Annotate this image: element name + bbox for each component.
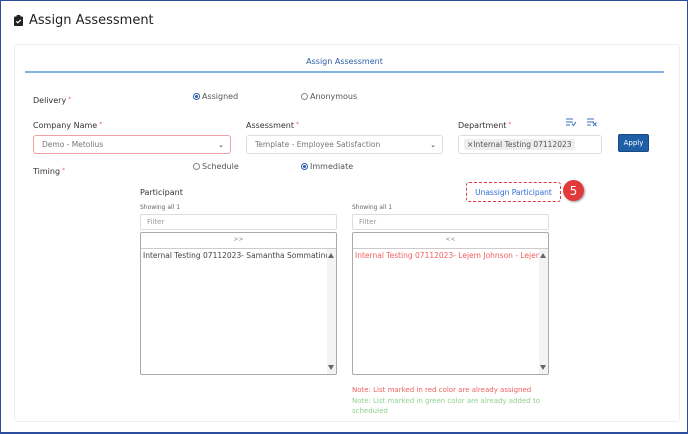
- scrollbar[interactable]: [327, 249, 336, 374]
- move-all-right-button[interactable]: >>: [141, 233, 336, 249]
- chevron-down-icon: ⌄: [430, 140, 436, 149]
- department-select[interactable]: ×Internal Testing 07112023: [458, 135, 602, 154]
- move-all-left-button[interactable]: <<: [353, 233, 548, 249]
- radio-schedule[interactable]: Schedule: [193, 162, 239, 171]
- list-item[interactable]: Internal Testing 07112023- Lejem Johnson…: [355, 251, 541, 260]
- company-label: Company Name *: [33, 121, 103, 130]
- note-red: Note: List marked in red color are alrea…: [352, 386, 532, 394]
- note-green: Note: List marked in green color are alr…: [352, 397, 540, 415]
- chevron-down-icon: ⌄: [218, 140, 224, 149]
- list-clear-icon[interactable]: [587, 118, 598, 127]
- scroll-down-icon[interactable]: [328, 365, 334, 370]
- participant-label: Participant: [140, 188, 183, 197]
- scroll-up-icon[interactable]: [328, 253, 334, 258]
- right-filter-input[interactable]: Filter: [352, 214, 549, 230]
- list-check-icon[interactable]: [566, 118, 577, 127]
- scroll-down-icon[interactable]: [540, 365, 546, 370]
- page-title: Assign Assessment: [14, 13, 154, 28]
- company-select[interactable]: Demo - Metolius ⌄: [33, 135, 231, 154]
- list-item[interactable]: Internal Testing 07112023- Samantha Somm…: [143, 251, 329, 260]
- tag-remove-icon[interactable]: ×: [467, 140, 474, 149]
- left-count: Showing all 1: [140, 204, 181, 211]
- right-participant-list[interactable]: << Internal Testing 07112023- Lejem John…: [352, 232, 549, 375]
- apply-button[interactable]: Apply: [618, 134, 649, 152]
- tab-assign-assessment[interactable]: Assign Assessment: [25, 57, 664, 73]
- right-count: Showing all 1: [352, 204, 393, 211]
- department-tag: ×Internal Testing 07112023: [464, 139, 575, 150]
- scrollbar[interactable]: [539, 249, 548, 374]
- radio-assigned[interactable]: Assigned: [193, 92, 238, 101]
- assign-card: [14, 44, 680, 422]
- timing-label: Timing *: [33, 167, 66, 176]
- radio-anonymous[interactable]: Anonymous: [301, 92, 357, 101]
- assessment-select[interactable]: Template - Employee Satisfaction ⌄: [246, 135, 443, 154]
- assessment-label: Assessment *: [246, 121, 299, 130]
- left-filter-input[interactable]: Filter: [140, 214, 337, 230]
- left-participant-list[interactable]: >> Internal Testing 07112023- Samantha S…: [140, 232, 337, 375]
- scroll-up-icon[interactable]: [540, 253, 546, 258]
- department-label: Department *: [458, 121, 512, 130]
- unassign-participant-button[interactable]: Unassign Participant: [466, 182, 561, 202]
- step-badge: 5: [563, 180, 584, 201]
- clipboard-check-icon: [14, 15, 23, 26]
- radio-immediate[interactable]: Immediate: [301, 162, 353, 171]
- delivery-label: Delivery *: [33, 96, 72, 105]
